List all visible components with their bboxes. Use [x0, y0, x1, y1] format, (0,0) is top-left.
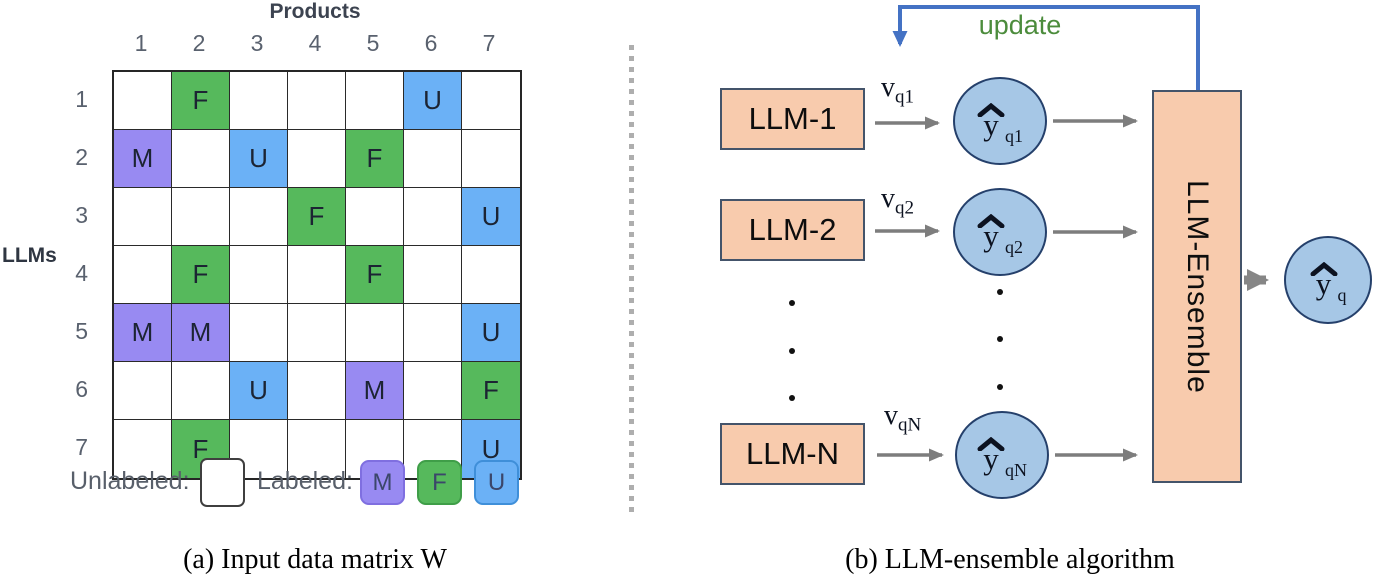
row-label-5: 5 [75, 317, 88, 344]
matrix-cell-r6c4 [288, 362, 346, 420]
col-label-4: 4 [308, 30, 322, 56]
matrix-column-labels: 1 2 3 4 5 6 7 [112, 30, 518, 57]
matrix-cell-r1c6: U [404, 72, 462, 130]
row-label-6: 6 [75, 375, 88, 402]
legend-swatch-F: F [417, 460, 462, 505]
matrix-cell-r1c3 [230, 72, 288, 130]
panel-divider-dotted-line [629, 45, 634, 512]
col-label-7: 7 [482, 30, 496, 56]
matrix-cell-r3c5 [346, 188, 404, 246]
matrix-cell-r2c6 [404, 130, 462, 188]
matrix-cell-r5c6 [404, 304, 462, 362]
matrix-cell-r5c4 [288, 304, 346, 362]
matrix-cell-r1c2: F [172, 72, 230, 130]
matrix-cell-r7c4 [288, 420, 346, 478]
row-label-4: 4 [75, 259, 88, 286]
matrix-cell-r4c2: F [172, 246, 230, 304]
matrix-cell-r6c3: U [230, 362, 288, 420]
row-label-1: 1 [75, 85, 88, 112]
yhat-q-output-circle: y q [1284, 236, 1372, 324]
yhat-q1-circle: y q1 [953, 77, 1047, 165]
matrix-cell-r4c3 [230, 246, 288, 304]
matrix-cell-r7c5 [346, 420, 404, 478]
matrix-cell-r7c6 [404, 420, 462, 478]
matrix-cell-r4c6 [404, 246, 462, 304]
matrix-cell-r4c1 [114, 246, 172, 304]
llm-1-box: LLM-1 [720, 88, 865, 150]
row-label-2: 2 [75, 143, 88, 170]
matrix-cell-r3c1 [114, 188, 172, 246]
legend-unlabeled-swatch [200, 458, 245, 507]
caption-panel-b: (b) LLM-ensemble algorithm [845, 544, 1175, 575]
matrix-cell-r1c4 [288, 72, 346, 130]
row-label-7: 7 [75, 433, 88, 460]
llm-n-box: LLM-N [720, 423, 865, 485]
matrix-cell-r6c2 [172, 362, 230, 420]
matrix-cell-r7c1 [114, 420, 172, 478]
matrix-cell-r3c2 [172, 188, 230, 246]
col-label-2: 2 [192, 30, 206, 56]
caption-panel-a: (a) Input data matrix W [183, 544, 447, 575]
matrix-cell-r2c3: U [230, 130, 288, 188]
matrix-cell-r7c3 [230, 420, 288, 478]
matrix-cell-r6c6 [404, 362, 462, 420]
ellipsis-dot [997, 336, 1003, 342]
matrix-cell-r2c2 [172, 130, 230, 188]
matrix-cell-r3c7: U [462, 188, 520, 246]
legend-labeled-label: Labeled: [257, 467, 353, 495]
legend-swatch-U: U [474, 460, 519, 505]
matrix-cell-r4c7 [462, 246, 520, 304]
matrix-row-labels: 1 2 3 4 5 6 7 [52, 70, 104, 476]
v-q2-label: vq2 [881, 183, 914, 219]
matrix-cell-r6c7: F [462, 362, 520, 420]
update-label: update [978, 10, 1062, 40]
hat-icon [977, 213, 1005, 228]
products-axis-title: Products [269, 0, 361, 23]
matrix-cell-r4c5: F [346, 246, 404, 304]
col-label-5: 5 [366, 30, 380, 56]
matrix-cell-r5c1: M [114, 304, 172, 362]
matrix-cell-r1c5 [346, 72, 404, 130]
ellipsis-dot [997, 289, 1003, 295]
matrix-cell-r1c1 [114, 72, 172, 130]
matrix-cell-r6c1 [114, 362, 172, 420]
matrix-cell-r2c4 [288, 130, 346, 188]
hat-icon [977, 102, 1005, 117]
llm-2-box: LLM-2 [720, 199, 865, 261]
ellipsis-dot [789, 300, 795, 306]
matrix-cell-r5c5 [346, 304, 404, 362]
matrix-cell-r6c5: M [346, 362, 404, 420]
matrix-cell-r2c1: M [114, 130, 172, 188]
ellipsis-dot [789, 348, 795, 354]
matrix-cell-r3c3 [230, 188, 288, 246]
matrix-cell-r2c7 [462, 130, 520, 188]
v-q1-label: vq1 [881, 72, 914, 108]
matrix-cell-r5c3 [230, 304, 288, 362]
llms-axis-title: LLMs [2, 244, 57, 267]
col-label-3: 3 [250, 30, 264, 56]
col-label-1: 1 [134, 30, 148, 56]
hat-icon [1310, 261, 1337, 276]
ellipsis-dot [789, 395, 795, 401]
matrix-cell-r3c4: F [288, 188, 346, 246]
ellipsis-dot [997, 384, 1003, 390]
matrix-cell-r3c6 [404, 188, 462, 246]
legend-unlabeled-label: Unlabeled: [70, 467, 190, 495]
llm-ensemble-box: LLM-Ensemble [1152, 90, 1242, 483]
matrix-cell-r1c7 [462, 72, 520, 130]
row-label-3: 3 [75, 201, 88, 228]
matrix-cell-r5c2: M [172, 304, 230, 362]
matrix-cell-r2c5: F [346, 130, 404, 188]
yhat-q2-circle: y q2 [953, 188, 1047, 276]
matrix-cell-r4c4 [288, 246, 346, 304]
v-qn-label: vqN [884, 400, 922, 436]
col-label-6: 6 [424, 30, 438, 56]
hat-icon [977, 436, 1005, 451]
legend-swatch-M: M [360, 460, 405, 505]
matrix-cell-r5c7: U [462, 304, 520, 362]
yhat-qn-circle: y qN [955, 411, 1049, 499]
